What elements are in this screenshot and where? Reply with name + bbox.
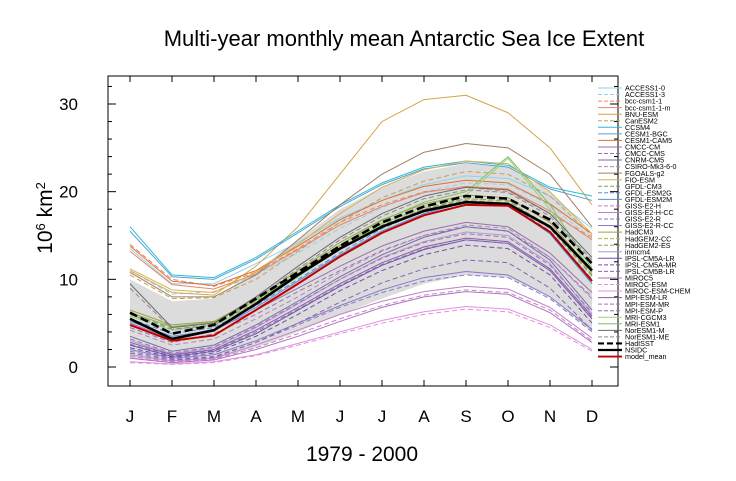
legend-label: GFDL-CM3 (625, 182, 662, 191)
series-line-giss-e2-h (129, 289, 593, 363)
x-tick-label: M (207, 407, 221, 426)
series-line-giss-e2-r-cc (129, 270, 593, 359)
series-line-miroc5 (129, 291, 593, 364)
legend: ACCESS1-0ACCESS1-3bcc-csm1-1bcc-csm1-1-m… (598, 84, 690, 361)
legend-label: inmcm4 (625, 247, 650, 256)
series-line-miroc-esm-chem (129, 306, 593, 365)
legend-label: NorESM1-M (625, 326, 665, 335)
series-line-giss-e2-h-cc (129, 285, 593, 362)
y-axis-label: 106 km2 (33, 182, 58, 254)
series-line-fgoals-g2 (129, 142, 593, 298)
legend-label: CMCC-CM (625, 143, 660, 152)
series-line-gfdl-esm2g (129, 199, 593, 335)
y-tick-label: 10 (59, 270, 78, 289)
series-line-mri-esm1 (129, 156, 593, 328)
legend-label: bcc-csm1-1 (625, 97, 662, 106)
legend-label: MPI-ESM-MR (625, 300, 669, 309)
series-line-hadisst (129, 194, 593, 335)
legend-label: GISS-E2-H-CC (625, 208, 674, 217)
legend-label: MIROC5 (625, 274, 653, 283)
legend-label: CNRM-CM5 (625, 156, 664, 165)
series-line-cnrm-cm5 (129, 226, 593, 352)
series-line-bnu-esm (129, 94, 593, 296)
series-line-mpi-esm-p (129, 239, 593, 357)
plot-area (107, 75, 619, 387)
legend-label: IPSL-CM5B-LR (625, 267, 675, 276)
legend-label: MPI-ESM-P (625, 306, 663, 315)
series-line-nsidc (129, 200, 593, 341)
x-tick-label: N (544, 407, 556, 426)
legend-label: bcc-csm1-1-m (625, 103, 671, 112)
series-line-bcc-csm1-1-m (129, 185, 593, 290)
legend-label: FIO-ESM (625, 175, 655, 184)
series-line-model-mean (129, 203, 593, 342)
legend-label: CMCC-CMS (625, 149, 665, 158)
series-line-canesm2 (129, 171, 593, 300)
series-line-hadgem2-cc (129, 198, 593, 329)
x-tick-label: J (336, 407, 345, 426)
y-label-exponent: 6 (33, 223, 48, 230)
legend-label: MPI-ESM-LR (625, 293, 667, 302)
plot-frame (107, 75, 619, 387)
series-line-noresm1-m (129, 186, 593, 329)
y-tick-label: 20 (59, 183, 78, 202)
y-tick-label: 0 (69, 358, 78, 377)
series-line-mpi-esm-lr (129, 237, 593, 356)
x-tick-label: A (418, 407, 430, 426)
series-line-inmcm4 (129, 231, 593, 355)
series-line-ipsl-cm5a-mr (129, 244, 593, 358)
series-line-cesm1-bgc (129, 162, 593, 280)
chart-title: Multi-year monthly mean Antarctic Sea Ic… (164, 26, 645, 51)
legend-label: HadGEM2-CC (625, 234, 671, 243)
legend-label: GISS-E2-R-CC (625, 221, 674, 230)
legend-label: CanESM2 (625, 116, 658, 125)
legend-label: MIROC-ESM-CHEM (625, 287, 690, 296)
legend-label: CESM1-CAM5 (625, 136, 672, 145)
legend-label: GISS-E2-R (625, 215, 661, 224)
x-tick-label: O (501, 407, 514, 426)
x-tick-label: F (167, 407, 177, 426)
x-tick-label: J (378, 407, 387, 426)
x-tick-label: D (586, 407, 598, 426)
legend-label: CCSM4 (625, 123, 650, 132)
series-line-miroc-esm (129, 308, 593, 365)
y-tick-label: 30 (59, 95, 78, 114)
legend-label: HadCM3 (625, 228, 653, 237)
series-line-ccsm4 (129, 160, 593, 279)
legend-label: GFDL-ESM2G (625, 188, 672, 197)
legend-label: IPSL-CM5A-MR (625, 260, 677, 269)
x-tick-label: J (126, 407, 135, 426)
series-line-fio-esm (129, 160, 593, 293)
series-line-cesm1-cam5 (129, 179, 593, 286)
legend-label: GISS-E2-H (625, 202, 661, 211)
legend-label: NSIDC (625, 346, 647, 355)
x-tick-label: A (250, 407, 262, 426)
legend-label: BNU-ESM (625, 110, 658, 119)
legend-label: CESM1-BGC (625, 129, 668, 138)
legend-label: MRI-ESM1 (625, 319, 660, 328)
legend-label: ACCESS1-0 (625, 84, 665, 93)
x-tick-label: S (460, 407, 471, 426)
x-tick-label: M (291, 407, 305, 426)
y-label-exponent-2: 2 (33, 182, 48, 189)
legend-label: HadISST (625, 339, 655, 348)
x-axis-label: 1979 - 2000 (306, 443, 418, 466)
spread-band (130, 163, 592, 362)
legend-label: NorESM1-ME (625, 333, 670, 342)
y-axis: 0 10 20 30 (59, 85, 618, 377)
legend-label: model_mean (625, 352, 667, 361)
series-line-giss-e2-r (129, 274, 593, 360)
legend-label: CSIRO-Mk3-6-0 (625, 162, 677, 171)
legend-label: ACCESS1-3 (625, 90, 665, 99)
series-line-access1-0 (129, 175, 593, 285)
legend-label: MIROC-ESM (625, 280, 667, 289)
legend-label: MRI-CGCM3 (625, 313, 667, 322)
legend-label: HadGEM2-ES (625, 241, 671, 250)
legend-label: FGOALS-g2 (625, 169, 665, 178)
legend-label: GFDL-ESM2M (625, 195, 672, 204)
legend-label: IPSL-CM5A-LR (625, 254, 675, 263)
